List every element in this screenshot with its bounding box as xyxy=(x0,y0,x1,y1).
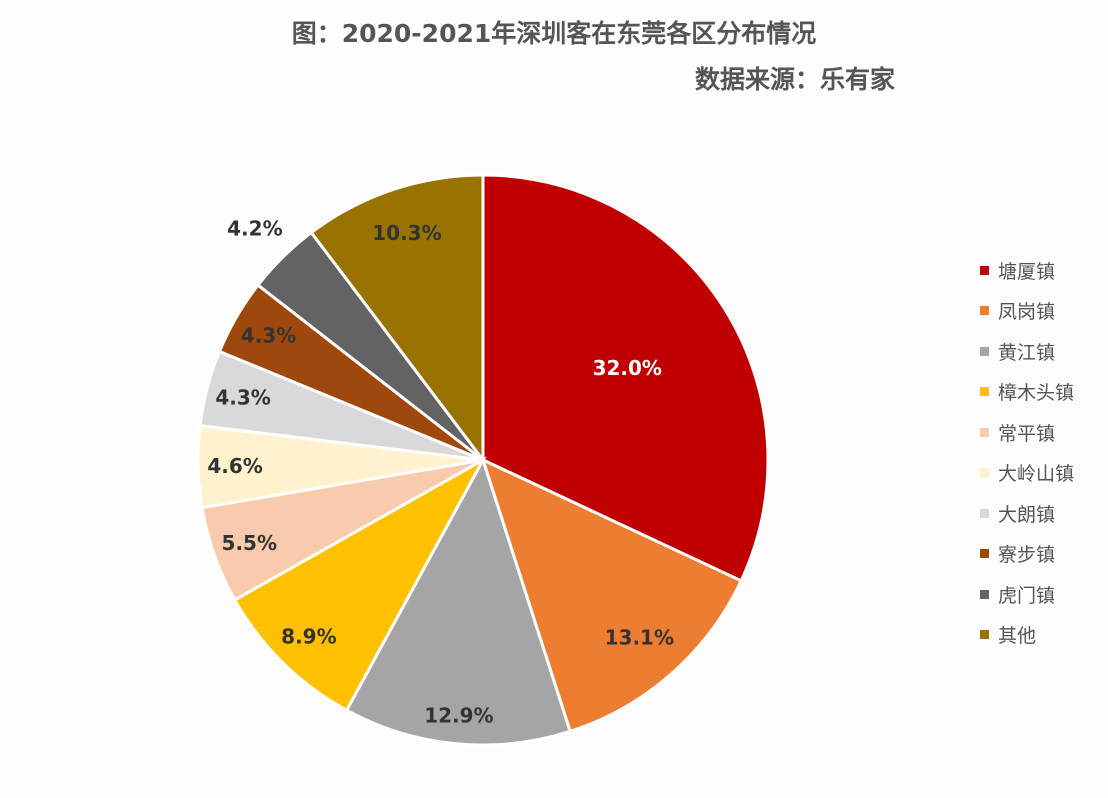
legend-label: 常平镇 xyxy=(998,422,1056,445)
data-label-1: 32.0% xyxy=(593,356,662,380)
legend-label: 樟木头镇 xyxy=(998,382,1075,405)
data-label-7: 4.3% xyxy=(215,385,270,409)
data-label-5: 5.5% xyxy=(222,531,277,555)
legend-label: 凤岗镇 xyxy=(998,301,1056,324)
legend: 塘厦镇凤岗镇黄江镇樟木头镇常平镇大岭山镇大朗镇寮步镇虎门镇其他 xyxy=(980,250,1074,655)
pie-slice-2 xyxy=(480,457,744,734)
legend-swatch xyxy=(980,346,989,356)
legend-item: 其他 xyxy=(980,615,1074,656)
data-label-8: 4.3% xyxy=(241,324,296,348)
legend-label: 黄江镇 xyxy=(998,341,1056,364)
chart-subtitle: 数据来源：乐有家 xyxy=(694,65,895,94)
legend-swatch xyxy=(980,427,989,437)
legend-label: 寮步镇 xyxy=(998,544,1056,567)
legend-label: 虎门镇 xyxy=(998,584,1056,607)
data-label-2: 13.1% xyxy=(605,626,674,650)
legend-item: 大岭山镇 xyxy=(980,453,1074,494)
pie-slice-10 xyxy=(309,173,485,465)
pie-slice-4 xyxy=(232,456,487,713)
legend-item: 大朗镇 xyxy=(980,493,1074,534)
legend-label: 其他 xyxy=(998,625,1037,648)
legend-swatch xyxy=(980,630,989,640)
pie-slice-1 xyxy=(481,173,770,583)
data-label-3: 12.9% xyxy=(424,703,493,727)
legend-item: 虎门镇 xyxy=(980,574,1074,615)
legend-swatch xyxy=(980,589,989,599)
legend-item: 樟木头镇 xyxy=(980,372,1074,413)
chart-title: 图：2020-2021年深圳客在东莞各区分布情况 xyxy=(291,19,817,48)
legend-swatch xyxy=(980,387,989,397)
data-label-9: 4.2% xyxy=(227,217,282,241)
legend-item: 黄江镇 xyxy=(980,331,1074,372)
pie-slice-3 xyxy=(344,456,573,747)
legend-label: 塘厦镇 xyxy=(998,260,1056,283)
legend-label: 大岭山镇 xyxy=(998,463,1075,486)
data-label-10: 10.3% xyxy=(372,221,441,245)
legend-swatch xyxy=(980,306,989,316)
legend-label: 大朗镇 xyxy=(998,503,1056,526)
legend-swatch xyxy=(980,508,989,518)
data-label-4: 8.9% xyxy=(281,625,336,649)
legend-item: 塘厦镇 xyxy=(980,250,1074,291)
legend-swatch xyxy=(980,549,989,559)
legend-item: 寮步镇 xyxy=(980,534,1074,575)
legend-swatch xyxy=(980,265,989,275)
legend-item: 常平镇 xyxy=(980,412,1074,453)
legend-item: 凤岗镇 xyxy=(980,291,1074,332)
data-label-6: 4.6% xyxy=(207,454,262,478)
legend-swatch xyxy=(980,468,989,478)
